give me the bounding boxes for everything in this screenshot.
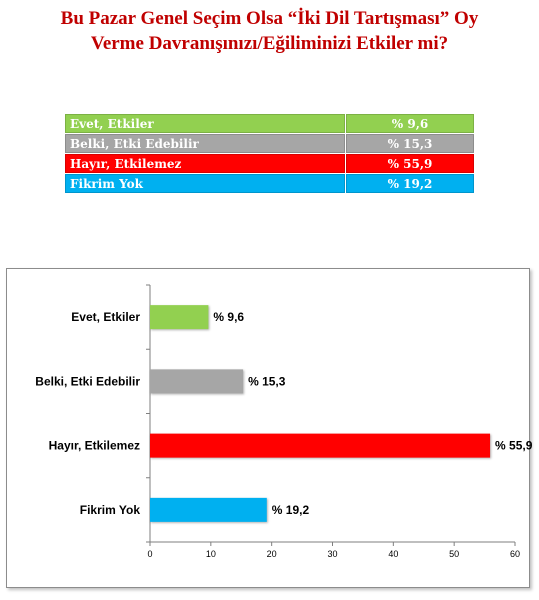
summary-row-evet: Evet, Etkiler % 9,6	[64, 113, 475, 134]
summary-row-belki: Belki, Etki Edebilir % 15,3	[64, 133, 475, 154]
title-line-1: Bu Pazar Genel Seçim Olsa “İki Dil Tartı…	[60, 8, 479, 29]
title-line-2: Verme Davranışınızı/Eğiliminizi Etkiler …	[90, 33, 449, 54]
x-tick-label: 10	[206, 549, 216, 559]
summary-row-fikrim-yok: Fikrim Yok % 19,2	[64, 173, 475, 194]
summary-label: Evet, Etkiler	[64, 113, 346, 134]
summary-value: % 15,3	[345, 133, 475, 154]
bar	[150, 433, 491, 458]
summary-label: Hayır, Etkilemez	[64, 153, 346, 174]
data-label: % 15,3	[248, 374, 286, 388]
category-label: Hayır, Etkilemez	[49, 439, 140, 453]
summary-row-hayir: Hayır, Etkilemez % 55,9	[64, 153, 475, 174]
data-label: % 55,9	[495, 439, 533, 453]
summary-value: % 55,9	[345, 153, 475, 174]
x-tick-label: 30	[327, 549, 337, 559]
x-tick-label: 50	[449, 549, 459, 559]
category-label: Fikrim Yok	[80, 503, 141, 517]
x-tick-label: 40	[388, 549, 398, 559]
summary-label: Fikrim Yok	[64, 173, 346, 194]
summary-value: % 19,2	[345, 173, 475, 194]
chart-frame	[6, 268, 530, 588]
data-label: % 9,6	[213, 310, 244, 324]
x-tick-label: 20	[267, 549, 277, 559]
summary-value: % 9,6	[345, 113, 475, 134]
bar	[150, 497, 267, 522]
x-tick-label: 60	[510, 549, 520, 559]
bar	[150, 305, 209, 330]
chart-title: Bu Pazar Genel Seçim Olsa “İki Dil Tartı…	[0, 6, 539, 56]
x-tick-label: 0	[147, 549, 152, 559]
category-label: Evet, Etkiler	[71, 310, 140, 324]
category-label: Belki, Etki Edebilir	[35, 374, 140, 388]
summary-table: Evet, Etkiler % 9,6 Belki, Etki Edebilir…	[64, 113, 475, 194]
bar	[150, 369, 244, 394]
summary-label: Belki, Etki Edebilir	[64, 133, 346, 154]
data-label: % 19,2	[272, 503, 310, 517]
